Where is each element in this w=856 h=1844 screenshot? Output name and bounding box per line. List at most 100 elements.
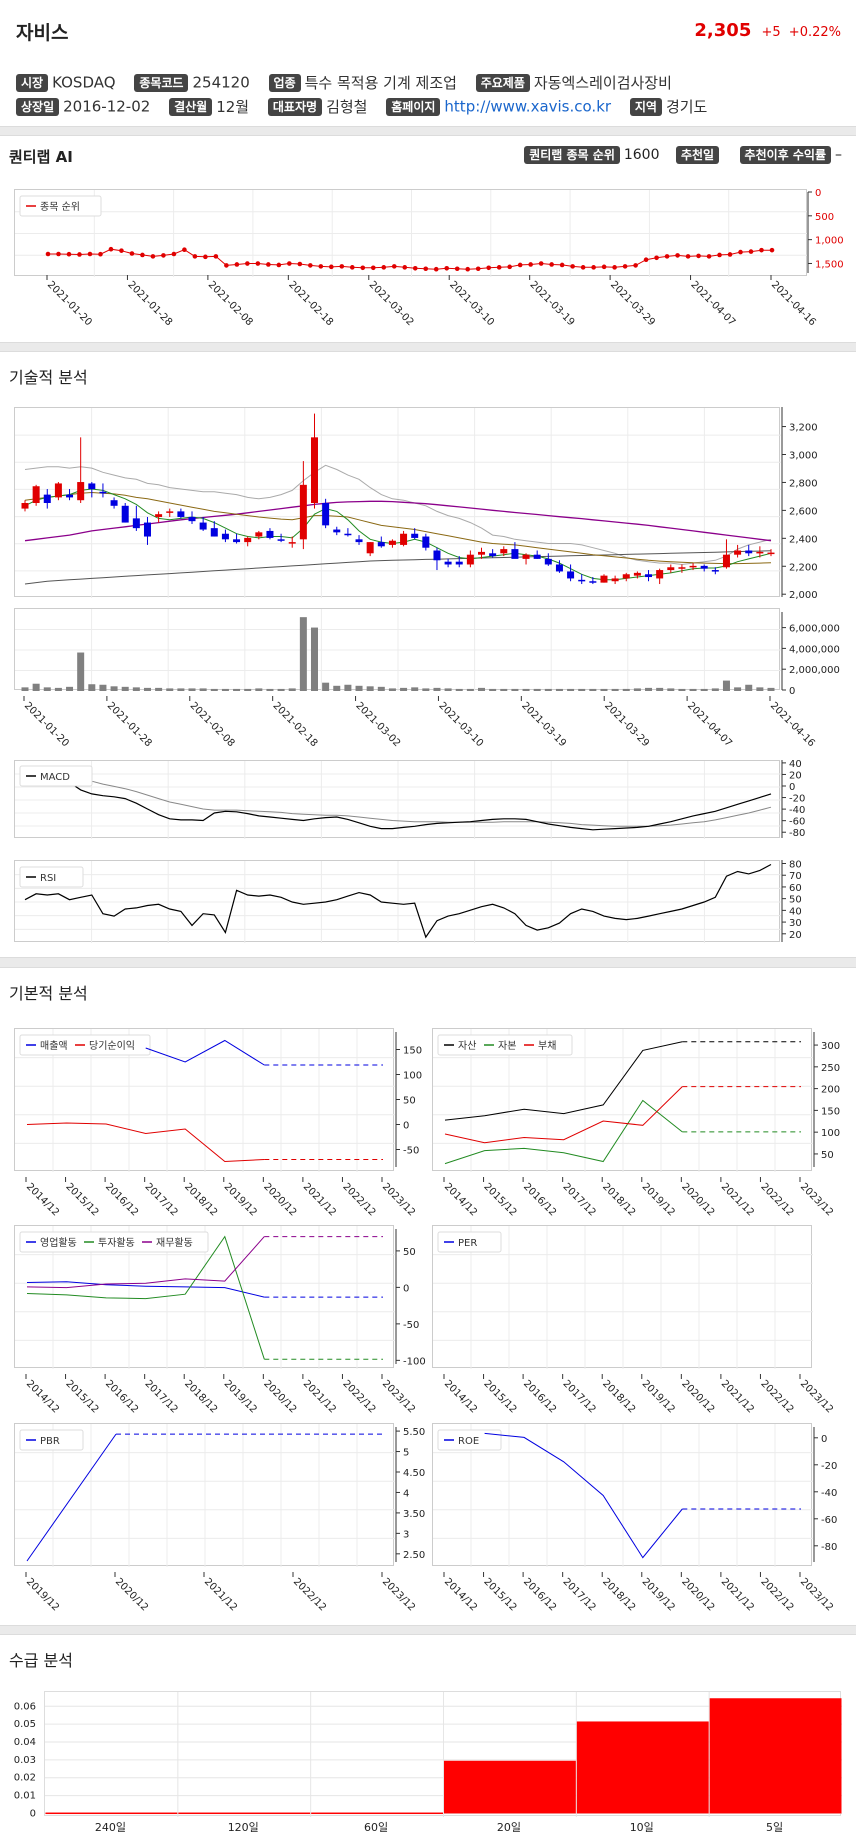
supply-bar: [311, 1812, 443, 1815]
rsi-y-tick-label: 70: [789, 871, 802, 882]
rank-point: [308, 263, 313, 268]
supply-x-tick-label: 120일: [228, 1820, 259, 1834]
code-badge: 종목코드: [134, 73, 189, 92]
fundamental-y-tick-label: 50: [403, 1096, 416, 1107]
volume-bar: [511, 688, 519, 691]
candle-body: [411, 533, 419, 538]
candle-body: [366, 542, 374, 554]
macd-y-tick-label: 20: [789, 770, 802, 781]
volume-bar: [411, 687, 419, 691]
fundamental-x-tick-label: 2023/12: [380, 1378, 417, 1415]
rank-x-tick-label: 2021-03-02: [367, 279, 416, 328]
rank-point: [171, 251, 177, 257]
rank-point: [549, 262, 554, 267]
volume-bar: [166, 688, 174, 691]
candle-body: [132, 518, 140, 529]
info-row-1: 시장 KOSDAQ 종목코드 254120 업종 특수 목적용 기계 제조업 주요제품…: [16, 72, 686, 93]
rank-point: [559, 262, 565, 268]
fundamental-series-line: [26, 1122, 265, 1163]
candle-body: [500, 549, 508, 554]
fundamental-y-tick-label: 0: [821, 1434, 827, 1445]
volume-bar: [188, 688, 196, 691]
fundamental-x-tick-label: 2015/12: [63, 1378, 100, 1415]
candle-body: [611, 578, 619, 582]
rank-x-tick-label: 2021-02-08: [206, 279, 255, 328]
legend-label: ROE: [458, 1436, 479, 1447]
candle-body: [210, 528, 218, 537]
candle-body: [622, 574, 630, 579]
rank-chart: 종목 순위: [14, 189, 808, 277]
volume-bar: [244, 688, 252, 691]
rank-point: [45, 251, 51, 257]
fundamental-series-line: [444, 1041, 683, 1121]
fundamental-x-tick-label: 2023/12: [798, 1181, 835, 1218]
per-x-tick-label: 2020/12: [679, 1378, 716, 1415]
tech-x-tick-label: 2021-03-02: [353, 700, 402, 749]
tech-x-tick-label: 2021-01-20: [22, 700, 71, 749]
fundamental-x-tick-label: 2020/12: [679, 1181, 716, 1218]
volume-y-tick-label: 2,000,000: [789, 665, 840, 676]
candle-body: [578, 579, 586, 582]
legend-label: 재무활동: [156, 1236, 193, 1249]
fundamental-x-tick-label: 2020/12: [679, 1576, 716, 1613]
rank-point: [360, 265, 366, 271]
fundamental-x-tick-label: 2016/12: [521, 1181, 558, 1218]
volume-bar: [21, 687, 29, 691]
rank-point: [192, 254, 198, 259]
rank-point: [245, 261, 250, 266]
volume-bar: [678, 688, 686, 691]
fundamental-x-tick-label: 2018/12: [600, 1181, 637, 1218]
industry-value: 특수 목적용 기계 제조업: [304, 74, 457, 92]
stock-name: 자비스: [16, 22, 69, 44]
rank-point: [203, 254, 208, 260]
rank-point: [255, 261, 261, 266]
rank-point: [454, 266, 460, 272]
supply-chart: [44, 1691, 842, 1817]
tech-x-tick-label: 2021-02-08: [188, 700, 237, 749]
fundamental-y-tick-label: 0: [403, 1121, 409, 1132]
candle-body: [21, 503, 29, 509]
volume-bar: [689, 688, 697, 691]
rank-point: [87, 251, 93, 257]
rank-x-tick-label: 2021-02-18: [286, 279, 335, 328]
volume-bar: [455, 688, 463, 691]
fundamental-y-tick-label: -60: [821, 1515, 837, 1526]
volume-bar: [533, 688, 541, 691]
rank-point: [601, 264, 607, 270]
volume-bar: [388, 688, 396, 691]
macd-y-tick-label: 40: [789, 759, 802, 770]
rsi-y-tick-label: 50: [789, 895, 802, 906]
supply-bar: [709, 1698, 842, 1814]
supply-bar: [178, 1812, 311, 1815]
candle-body: [400, 533, 408, 545]
rank-point: [612, 265, 617, 270]
rank-point: [475, 266, 481, 272]
volume-y-tick-label: 6,000,000: [789, 624, 840, 635]
volume-bar: [433, 687, 441, 691]
rank-y-tick-label: 1,500: [815, 259, 844, 270]
rank-y-tick-label: 0: [815, 188, 821, 199]
volume-y-tick-label: 0: [789, 686, 795, 697]
homepage-link[interactable]: http://www.xavis.co.kr: [444, 97, 612, 116]
supply-x-tick-label: 240일: [95, 1820, 126, 1834]
roe-chart: ROE: [432, 1423, 813, 1567]
rank-point: [77, 252, 82, 257]
rank-badge: 퀀티랩 종목 순위: [524, 146, 620, 164]
volume-bar: [255, 688, 263, 691]
legend-label: 부채: [538, 1040, 556, 1052]
candle-body: [166, 511, 174, 513]
volume-bar: [344, 684, 352, 691]
fundamental-series-line: [26, 1433, 117, 1562]
fundamental-x-tick-label: 2021/12: [301, 1378, 338, 1415]
candle-body: [310, 437, 318, 503]
fundamental-y-tick-label: 150: [821, 1106, 840, 1117]
quantilab-section: 퀀티랩 AI 퀀티랩 종목 순위 1600 추천일 추천이후 수익률 – 종목 순위…: [0, 135, 856, 343]
rank-point: [402, 265, 408, 270]
fundamental-x-tick-label: 2014/12: [442, 1181, 479, 1218]
volume-bar: [88, 684, 96, 691]
rank-point: [769, 247, 775, 253]
tech-x-tick-label: 2021-03-29: [602, 700, 651, 749]
candle-body: [600, 575, 608, 583]
fundamental-y-tick-label: 4: [403, 1488, 409, 1499]
